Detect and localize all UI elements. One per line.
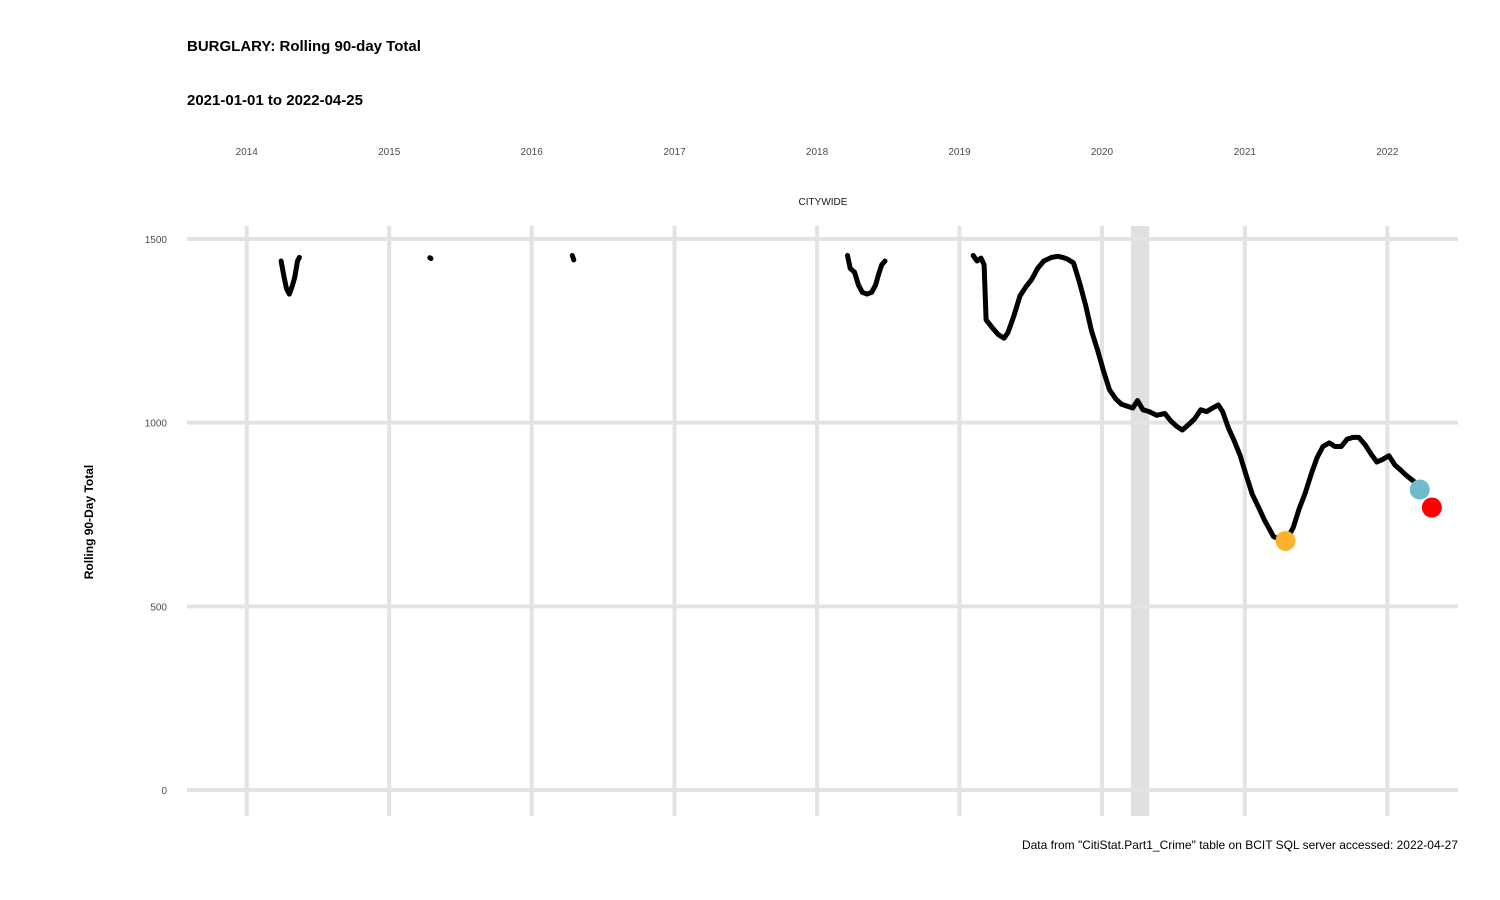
x-tick-label: 2016 <box>521 147 544 158</box>
x-tick-label: 2017 <box>663 147 686 158</box>
x-tick-labels: 2014 2015 2016 2017 2018 2019 2020 2021 2022 <box>236 147 1399 158</box>
y-tick-labels: 0 500 1000 1500 <box>145 235 168 797</box>
x-tick-label: 2015 <box>378 147 401 158</box>
highlight-points <box>1275 479 1442 551</box>
series-line <box>427 255 434 261</box>
highlight-point <box>1421 497 1442 518</box>
chart-caption: Data from "CitiStat.Part1_Crime" table o… <box>1021 838 1458 852</box>
y-tick-label: 0 <box>161 786 167 797</box>
shaded-band <box>1130 226 1150 816</box>
shaded-band-group <box>1130 226 1150 816</box>
highlight-point <box>1409 479 1430 500</box>
series-line <box>970 253 1417 543</box>
x-tick-label: 2020 <box>1091 147 1114 158</box>
highlight-point <box>1275 530 1296 551</box>
gridlines <box>187 226 1458 816</box>
y-tick-label: 500 <box>150 602 167 613</box>
y-axis-label: Rolling 90-Day Total <box>82 465 96 579</box>
x-tick-label: 2019 <box>948 147 971 158</box>
x-tick-label: 2021 <box>1234 147 1257 158</box>
facet-label: CITYWIDE <box>799 197 848 208</box>
series-line <box>845 253 888 297</box>
chart-subtitle: 2021-01-01 to 2022-04-25 <box>187 92 363 109</box>
x-tick-label: 2014 <box>236 147 259 158</box>
y-tick-label: 1000 <box>145 419 168 430</box>
x-tick-label: 2022 <box>1376 147 1399 158</box>
x-tick-label: 2018 <box>806 147 829 158</box>
series-line <box>569 253 577 263</box>
series-line <box>278 254 302 297</box>
chart-title: BURGLARY: Rolling 90-day Total <box>187 38 421 55</box>
series-lines <box>278 253 1417 543</box>
y-tick-label: 1500 <box>145 235 168 246</box>
